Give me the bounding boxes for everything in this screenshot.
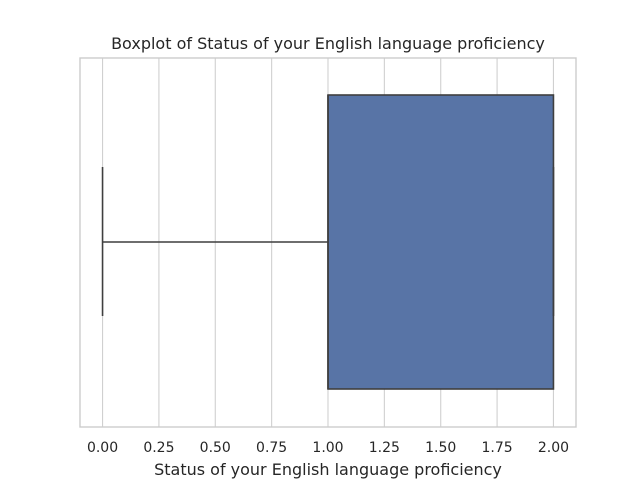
x-tick-label: 1.75	[482, 440, 513, 456]
x-tick-label: 0.75	[256, 440, 287, 456]
x-tick-label: 0.25	[143, 440, 174, 456]
x-tick-label: 1.00	[312, 440, 343, 456]
x-tick-label: 1.50	[425, 440, 456, 456]
x-tick-label: 2.00	[538, 440, 569, 456]
x-tick-label: 1.25	[369, 440, 400, 456]
x-tick-label: 0.50	[200, 440, 231, 456]
x-tick-label: 0.00	[87, 440, 118, 456]
chart-title: Boxplot of Status of your English langua…	[111, 34, 545, 53]
box-group	[101, 94, 555, 390]
box-iqr	[327, 94, 555, 390]
x-axis-label: Status of your English language proficie…	[154, 460, 502, 479]
x-axis-ticks: 0.00 0.25 0.50 0.75 1.00 1.25 1.50 1.75 2.00	[87, 440, 569, 456]
plot-frame	[79, 57, 577, 428]
